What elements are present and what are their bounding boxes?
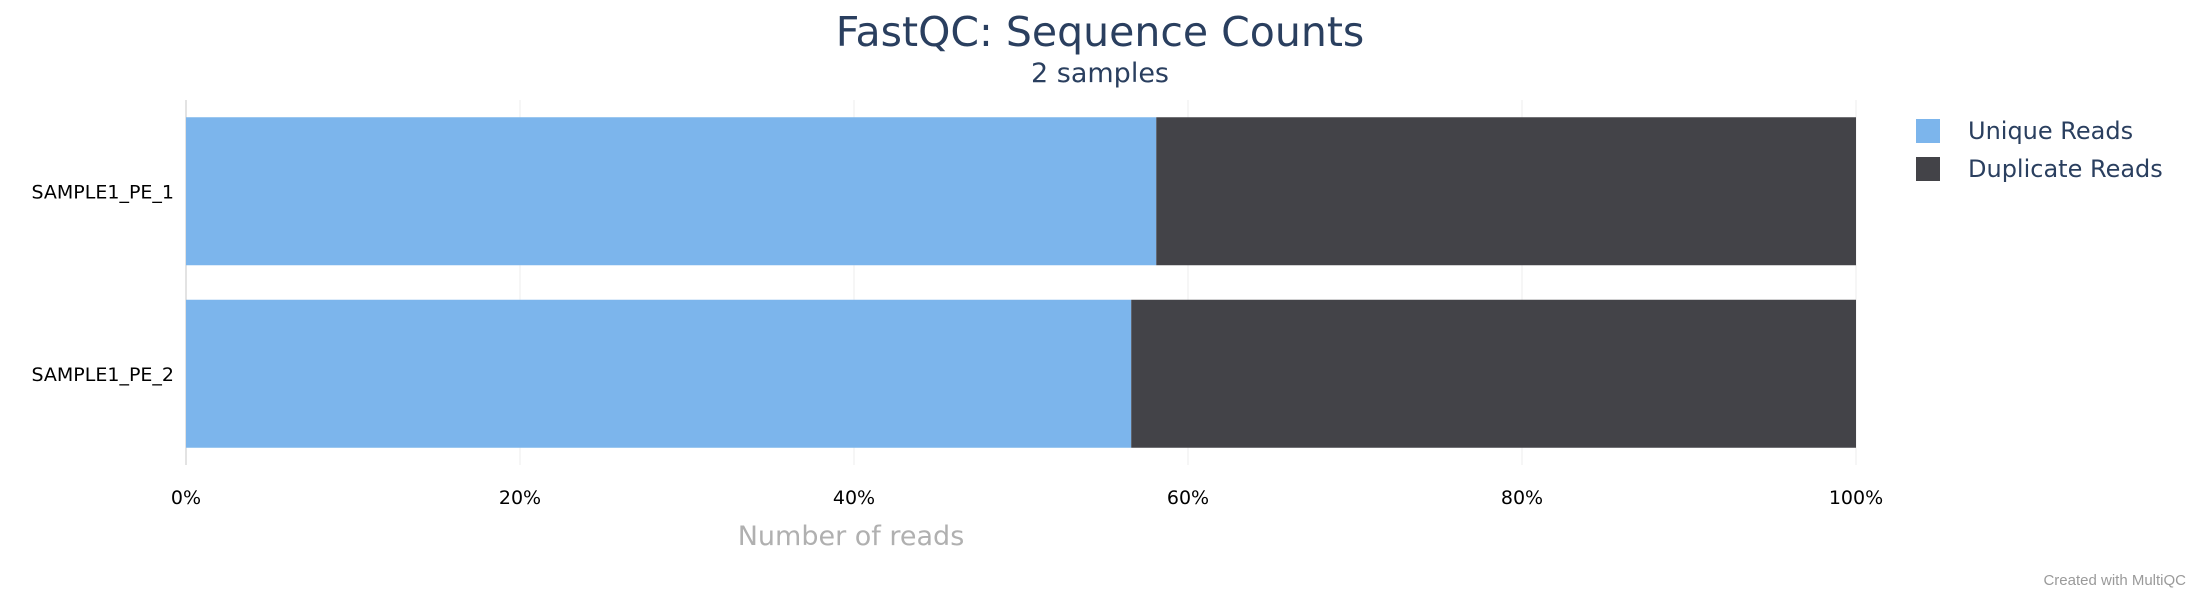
x-tick-label: 60%: [1167, 487, 1209, 509]
legend-swatch-unique-reads: [1916, 119, 1940, 143]
chart-subtitle: 2 samples: [1031, 58, 1169, 89]
legend-swatch-duplicate-reads: [1916, 157, 1940, 181]
bar-duplicate-reads-2: [1131, 299, 1856, 448]
y-category-label: SAMPLE1_PE_2: [32, 364, 175, 386]
legend: Unique Reads Duplicate Reads: [1916, 112, 2163, 188]
x-tick-label: 100%: [1829, 487, 1883, 509]
multiqc-credit: Created with MultiQC: [2043, 572, 2186, 589]
chart-title: FastQC: Sequence Counts: [835, 8, 1365, 56]
bar-duplicate-reads-1: [1156, 117, 1856, 266]
bar-unique-reads-2: [186, 299, 1132, 448]
x-tick-label: 80%: [1501, 487, 1543, 509]
bar-unique-reads-1: [186, 117, 1157, 266]
legend-item-duplicate-reads[interactable]: Duplicate Reads: [1916, 150, 2163, 188]
legend-label-unique-reads: Unique Reads: [1968, 117, 2134, 145]
y-category-label: SAMPLE1_PE_1: [32, 181, 175, 203]
x-tick-label: 0%: [171, 487, 201, 509]
legend-label-duplicate-reads: Duplicate Reads: [1968, 155, 2163, 183]
x-tick-label: 40%: [833, 487, 875, 509]
x-tick-label: 20%: [499, 487, 541, 509]
x-axis-title: Number of reads: [738, 521, 965, 552]
legend-item-unique-reads[interactable]: Unique Reads: [1916, 112, 2163, 150]
